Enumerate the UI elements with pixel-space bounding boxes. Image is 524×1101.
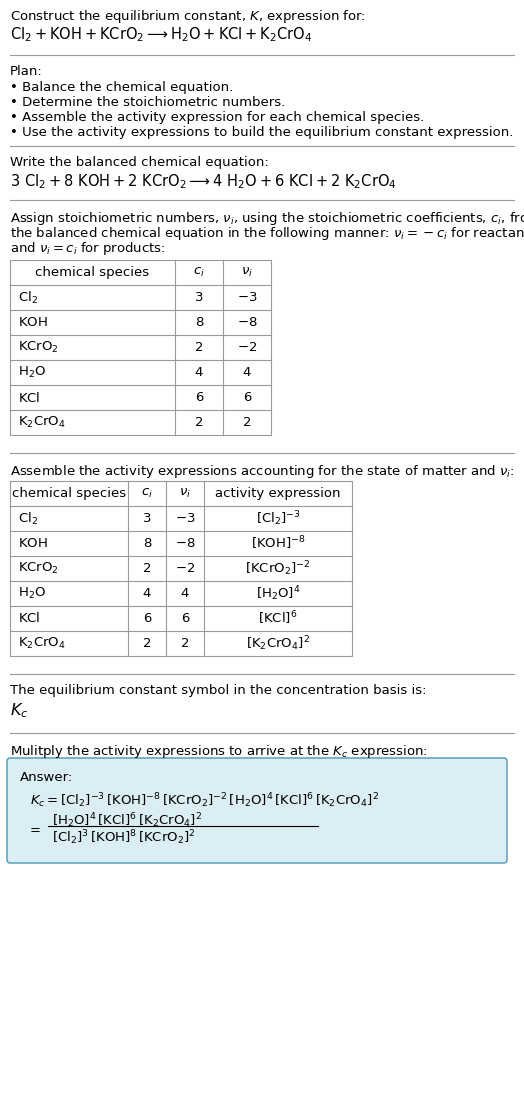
- Text: chemical species: chemical species: [36, 266, 149, 279]
- Text: $-8$: $-8$: [174, 537, 195, 550]
- Text: $[\mathrm{Cl_2}]^{3}\,[\mathrm{KOH}]^{8}\,[\mathrm{KCrO_2}]^{2}$: $[\mathrm{Cl_2}]^{3}\,[\mathrm{KOH}]^{8}…: [52, 828, 195, 847]
- Text: $-2$: $-2$: [175, 562, 195, 575]
- Text: Mulitply the activity expressions to arrive at the $K_c$ expression:: Mulitply the activity expressions to arr…: [10, 743, 428, 760]
- Text: $\mathrm{K_2CrO_4}$: $\mathrm{K_2CrO_4}$: [18, 415, 66, 430]
- Text: $\mathrm{K_2CrO_4}$: $\mathrm{K_2CrO_4}$: [18, 636, 66, 651]
- Text: Assign stoichiometric numbers, $\nu_i$, using the stoichiometric coefficients, $: Assign stoichiometric numbers, $\nu_i$, …: [10, 210, 524, 227]
- Text: $\mathrm{H_2O}$: $\mathrm{H_2O}$: [18, 364, 46, 380]
- Text: 4: 4: [243, 366, 251, 379]
- Text: The equilibrium constant symbol in the concentration basis is:: The equilibrium constant symbol in the c…: [10, 684, 427, 697]
- Text: 2: 2: [143, 562, 151, 575]
- Text: $\mathrm{H_2O}$: $\mathrm{H_2O}$: [18, 586, 46, 601]
- Text: and $\nu_i = c_i$ for products:: and $\nu_i = c_i$ for products:: [10, 240, 166, 257]
- Text: $\mathrm{Cl_2}$: $\mathrm{Cl_2}$: [18, 290, 38, 306]
- Text: $[\mathrm{K_2CrO_4}]^{2}$: $[\mathrm{K_2CrO_4}]^{2}$: [246, 634, 310, 653]
- Text: 2: 2: [143, 637, 151, 650]
- Text: • Determine the stoichiometric numbers.: • Determine the stoichiometric numbers.: [10, 96, 285, 109]
- Text: $\nu_i$: $\nu_i$: [179, 487, 191, 500]
- Text: $[\mathrm{KOH}]^{-8}$: $[\mathrm{KOH}]^{-8}$: [250, 535, 305, 553]
- Text: 8: 8: [143, 537, 151, 550]
- Text: 2: 2: [243, 416, 251, 429]
- Text: Write the balanced chemical equation:: Write the balanced chemical equation:: [10, 156, 269, 168]
- Bar: [10, 260, 271, 435]
- Text: 6: 6: [181, 612, 189, 625]
- Text: 4: 4: [143, 587, 151, 600]
- Text: $\mathrm{KCrO_2}$: $\mathrm{KCrO_2}$: [18, 560, 59, 576]
- Text: 3: 3: [195, 291, 203, 304]
- Text: $\mathrm{Cl_2 + KOH + KCrO_2 \longrightarrow H_2O + KCl + K_2CrO_4}$: $\mathrm{Cl_2 + KOH + KCrO_2 \longrighta…: [10, 25, 312, 44]
- Text: $[\mathrm{H_2O}]^{4}$: $[\mathrm{H_2O}]^{4}$: [256, 585, 300, 603]
- Text: $\mathrm{KOH}$: $\mathrm{KOH}$: [18, 316, 48, 329]
- Text: $K_c$: $K_c$: [10, 701, 28, 720]
- Text: $\mathrm{KCl}$: $\mathrm{KCl}$: [18, 391, 40, 404]
- Text: $-3$: $-3$: [237, 291, 257, 304]
- Text: $[\mathrm{H_2O}]^{4}\,[\mathrm{KCl}]^{6}\,[\mathrm{K_2CrO_4}]^{2}$: $[\mathrm{H_2O}]^{4}\,[\mathrm{KCl}]^{6}…: [52, 811, 202, 830]
- Text: 4: 4: [181, 587, 189, 600]
- Text: 2: 2: [195, 416, 203, 429]
- Text: $[\mathrm{Cl_2}]^{-3}$: $[\mathrm{Cl_2}]^{-3}$: [256, 509, 300, 527]
- Text: =: =: [30, 825, 41, 838]
- Text: 8: 8: [195, 316, 203, 329]
- Text: $\mathrm{KOH}$: $\mathrm{KOH}$: [18, 537, 48, 550]
- Text: 2: 2: [195, 341, 203, 355]
- Text: $[\mathrm{KCl}]^{6}$: $[\mathrm{KCl}]^{6}$: [258, 610, 298, 628]
- Text: activity expression: activity expression: [215, 487, 341, 500]
- Text: $\mathrm{KCrO_2}$: $\mathrm{KCrO_2}$: [18, 340, 59, 355]
- Text: $-8$: $-8$: [237, 316, 257, 329]
- Text: 6: 6: [143, 612, 151, 625]
- Text: • Balance the chemical equation.: • Balance the chemical equation.: [10, 81, 233, 94]
- Text: $[\mathrm{KCrO_2}]^{-2}$: $[\mathrm{KCrO_2}]^{-2}$: [245, 559, 311, 578]
- FancyBboxPatch shape: [7, 757, 507, 863]
- Text: $c_i$: $c_i$: [141, 487, 153, 500]
- Text: Plan:: Plan:: [10, 65, 43, 78]
- Text: • Use the activity expressions to build the equilibrium constant expression.: • Use the activity expressions to build …: [10, 126, 514, 139]
- Text: Assemble the activity expressions accounting for the state of matter and $\nu_i$: Assemble the activity expressions accoun…: [10, 464, 515, 480]
- Text: $K_c = [\mathrm{Cl_2}]^{-3}\,[\mathrm{KOH}]^{-8}\,[\mathrm{KCrO_2}]^{-2}\,[\math: $K_c = [\mathrm{Cl_2}]^{-3}\,[\mathrm{KO…: [30, 791, 379, 809]
- Text: 2: 2: [181, 637, 189, 650]
- Text: chemical species: chemical species: [12, 487, 126, 500]
- Text: • Assemble the activity expression for each chemical species.: • Assemble the activity expression for e…: [10, 111, 424, 124]
- Text: $\nu_i$: $\nu_i$: [241, 266, 253, 279]
- Text: $\mathrm{3\ Cl_2 + 8\ KOH + 2\ KCrO_2 \longrightarrow 4\ H_2O + 6\ KCl + 2\ K_2C: $\mathrm{3\ Cl_2 + 8\ KOH + 2\ KCrO_2 \l…: [10, 172, 397, 190]
- Text: Construct the equilibrium constant, $K$, expression for:: Construct the equilibrium constant, $K$,…: [10, 8, 366, 25]
- Text: 6: 6: [195, 391, 203, 404]
- Text: $c_i$: $c_i$: [193, 266, 205, 279]
- Text: $-2$: $-2$: [237, 341, 257, 355]
- Text: $\mathrm{Cl_2}$: $\mathrm{Cl_2}$: [18, 511, 38, 526]
- Text: 6: 6: [243, 391, 251, 404]
- Bar: [10, 481, 352, 656]
- Text: $\mathrm{KCl}$: $\mathrm{KCl}$: [18, 611, 40, 625]
- Text: 3: 3: [143, 512, 151, 525]
- Text: the balanced chemical equation in the following manner: $\nu_i = -c_i$ for react: the balanced chemical equation in the fo…: [10, 225, 524, 242]
- Text: Answer:: Answer:: [20, 771, 73, 784]
- Text: $-3$: $-3$: [175, 512, 195, 525]
- Text: 4: 4: [195, 366, 203, 379]
